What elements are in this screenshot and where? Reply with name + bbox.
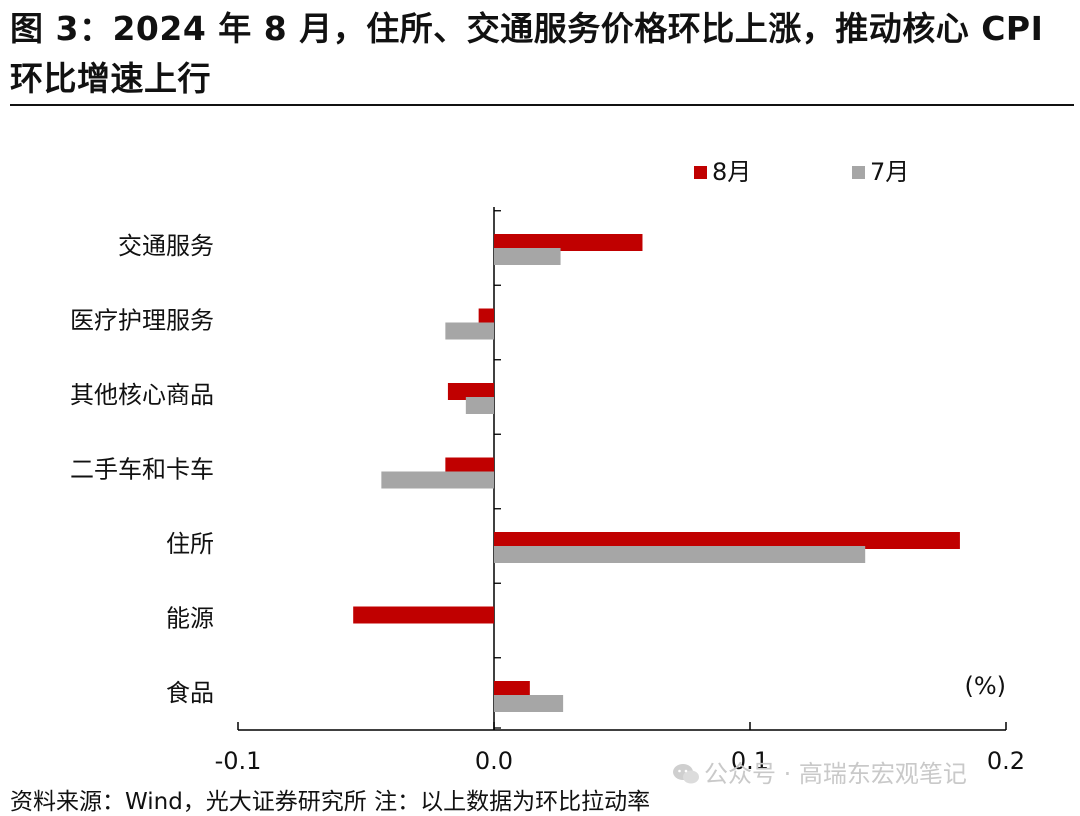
bar [353, 606, 494, 624]
bar [478, 308, 494, 326]
x-tick-label: -0.1 [215, 747, 262, 775]
bar [445, 457, 494, 475]
category-label: 交通服务 [118, 232, 214, 260]
watermark-text: 公众号 · 高瑞东宏观笔记 [704, 760, 967, 788]
watermark: 公众号 · 高瑞东宏观笔记 [672, 754, 967, 789]
legend-swatch [694, 166, 707, 179]
legend-swatch [852, 166, 865, 179]
category-label: 二手车和卡车 [70, 456, 214, 484]
bar [465, 397, 494, 414]
bar [494, 546, 866, 563]
category-label: 住所 [166, 530, 214, 558]
bar [381, 471, 494, 489]
title-divider [10, 104, 1074, 106]
legend-label: 7月 [870, 158, 909, 186]
wechat-icon [673, 764, 699, 784]
bar [494, 248, 561, 265]
bar [494, 681, 530, 698]
bar [445, 322, 494, 340]
category-label: 能源 [166, 605, 214, 633]
chart-title: 图 3：2024 年 8 月，住所、交通服务价格环比上涨，推动核心 CPI 环比… [10, 9, 1044, 98]
category-label: 食品 [166, 679, 214, 707]
bar [494, 234, 643, 251]
x-tick-label: 0.2 [987, 747, 1025, 775]
source-note: 资料来源：Wind，光大证券研究所 注：以上数据为环比拉动率 [10, 789, 651, 815]
bar [494, 695, 564, 712]
category-label: 其他核心商品 [70, 381, 214, 409]
x-tick-label: 0.0 [475, 747, 513, 775]
unit-label: (%) [964, 672, 1006, 700]
category-label: 医疗护理服务 [70, 307, 214, 335]
legend-label: 8月 [712, 158, 751, 186]
bar [447, 383, 494, 400]
x-tick-label: 0.1 [731, 747, 769, 775]
bar [494, 532, 960, 549]
